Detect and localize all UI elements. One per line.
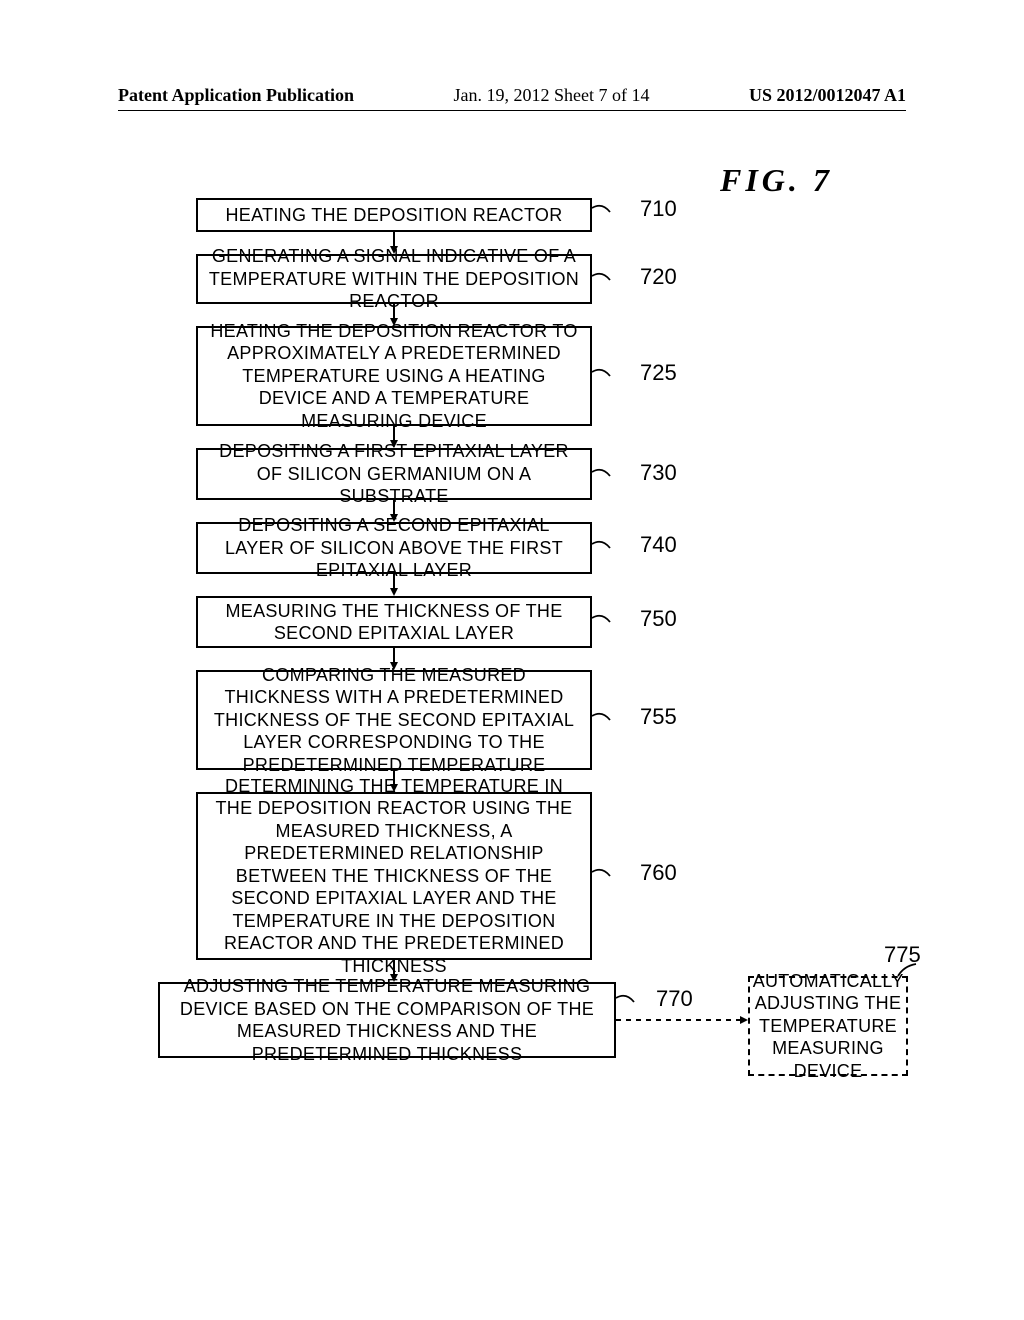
flow-step-text: HEATING THE DEPOSITION REACTOR TO APPROX… [208,320,580,433]
svg-text:755: 755 [640,704,677,729]
header-center: Jan. 19, 2012 Sheet 7 of 14 [454,85,650,106]
svg-text:740: 740 [640,532,677,557]
flow-step-730: DEPOSITING A FIRST EPITAXIAL LAYER OF SI… [196,448,592,500]
svg-text:710: 710 [640,196,677,221]
flow-step-text: MEASURING THE THICKNESS OF THE SECOND EP… [208,600,580,645]
flow-step-725: HEATING THE DEPOSITION REACTOR TO APPROX… [196,326,592,426]
svg-text:720: 720 [640,264,677,289]
flow-step-755: COMPARING THE MEASURED THICKNESS WITH A … [196,670,592,770]
flow-step-750: MEASURING THE THICKNESS OF THE SECOND EP… [196,596,592,648]
svg-text:770: 770 [656,986,693,1011]
doc-header: Patent Application Publication Jan. 19, … [118,85,906,111]
header-right: US 2012/0012047 A1 [749,85,906,106]
flow-step-text: DEPOSITING A SECOND EPITAXIAL LAYER OF S… [208,514,580,582]
flow-step-text: DETERMINING THE TEMPERATURE IN THE DEPOS… [208,775,580,978]
svg-text:750: 750 [640,606,677,631]
header-left: Patent Application Publication [118,85,354,106]
svg-text:730: 730 [640,460,677,485]
flow-step-text: DEPOSITING A FIRST EPITAXIAL LAYER OF SI… [208,440,580,508]
flow-step-text: AUTOMATICALLY ADJUSTING THE TEMPERATURE … [753,970,904,1083]
flow-step-text: COMPARING THE MEASURED THICKNESS WITH A … [208,664,580,777]
flow-step-740: DEPOSITING A SECOND EPITAXIAL LAYER OF S… [196,522,592,574]
figure-label: FIG. 7 [720,162,833,199]
flow-step-770: ADJUSTING THE TEMPERATURE MEASURING DEVI… [158,982,616,1058]
svg-text:760: 760 [640,860,677,885]
flow-step-775: AUTOMATICALLY ADJUSTING THE TEMPERATURE … [748,976,908,1076]
svg-text:775: 775 [884,942,921,967]
svg-text:725: 725 [640,360,677,385]
flow-step-text: ADJUSTING THE TEMPERATURE MEASURING DEVI… [170,975,604,1065]
flow-step-text: GENERATING A SIGNAL INDICATIVE OF A TEMP… [208,245,580,313]
page-root: Patent Application Publication Jan. 19, … [0,0,1024,1320]
flow-step-760: DETERMINING THE TEMPERATURE IN THE DEPOS… [196,792,592,960]
flow-step-text: HEATING THE DEPOSITION REACTOR [225,204,562,227]
flow-step-710: HEATING THE DEPOSITION REACTOR [196,198,592,232]
flow-step-720: GENERATING A SIGNAL INDICATIVE OF A TEMP… [196,254,592,304]
